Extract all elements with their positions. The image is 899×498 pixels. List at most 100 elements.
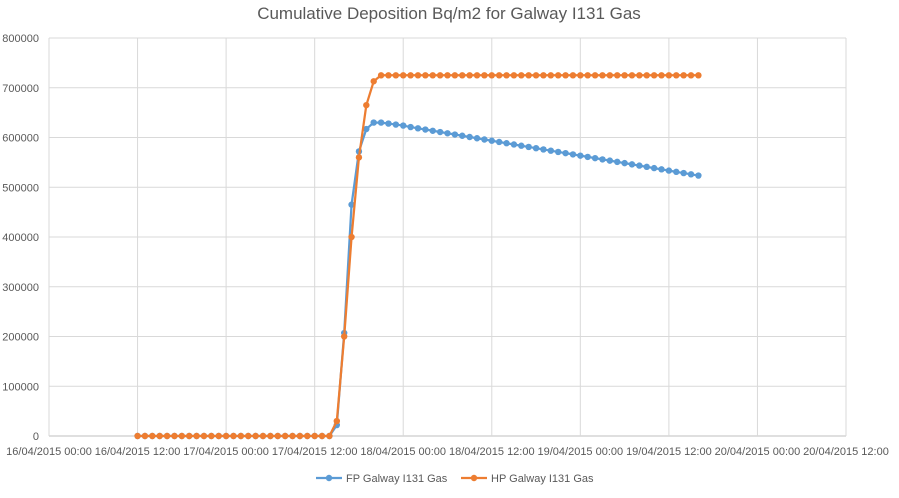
- data-point: [599, 72, 606, 79]
- y-axis-tick-labels: 0 100000 200000 300000 400000 500000 600000 700…: [2, 33, 39, 443]
- x-tick-label: 20/04/2015 00:00: [715, 446, 801, 458]
- legend-label: FP Galway I131 Gas: [346, 473, 448, 485]
- data-point: [281, 432, 289, 440]
- data-point: [495, 138, 503, 146]
- series-line: [137, 121, 699, 438]
- data-point: [333, 417, 341, 425]
- legend-label: HP Galway I131 Gas: [491, 473, 594, 485]
- data-point: [429, 127, 436, 134]
- data-point: [503, 72, 510, 79]
- data-point: [658, 166, 665, 173]
- data-point: [687, 72, 695, 79]
- data-point: [481, 72, 488, 79]
- data-point: [186, 432, 193, 440]
- legend-point-marker: [325, 474, 333, 482]
- data-point: [370, 119, 377, 126]
- series-group: [134, 72, 702, 440]
- data-point: [554, 72, 562, 79]
- data-point: [510, 72, 518, 79]
- data-point: [296, 432, 304, 440]
- data-point: [466, 133, 473, 141]
- x-tick-label: 19/04/2015 00:00: [538, 446, 624, 458]
- data-point: [451, 131, 459, 138]
- data-point: [525, 143, 532, 151]
- data-point: [687, 171, 695, 178]
- data-point: [222, 432, 230, 440]
- data-point: [665, 72, 673, 79]
- data-point: [385, 72, 392, 79]
- data-point: [495, 72, 503, 79]
- data-point: [459, 72, 466, 79]
- data-point: [658, 72, 665, 79]
- chart-title: Cumulative Deposition Bq/m2 for Galway I…: [257, 4, 641, 23]
- data-point: [237, 432, 245, 440]
- data-point: [304, 432, 311, 440]
- data-point: [584, 72, 591, 79]
- data-point: [422, 126, 429, 133]
- data-point: [407, 72, 414, 79]
- data-point: [636, 162, 643, 169]
- data-point: [614, 72, 621, 79]
- data-point: [473, 72, 481, 79]
- data-point: [695, 172, 702, 179]
- data-point: [540, 72, 547, 79]
- data-point: [459, 132, 466, 139]
- data-point: [569, 151, 577, 158]
- data-point: [673, 168, 680, 176]
- data-point: [363, 125, 370, 133]
- data-point: [606, 72, 614, 79]
- data-point: [673, 72, 680, 79]
- data-point: [621, 72, 628, 79]
- data-point: [518, 142, 525, 149]
- data-point: [407, 123, 414, 131]
- data-point: [318, 432, 326, 440]
- data-point: [134, 432, 141, 440]
- data-point: [392, 121, 400, 128]
- data-point: [540, 146, 547, 153]
- data-point: [377, 72, 385, 79]
- data-point: [591, 154, 599, 162]
- data-point: [163, 432, 171, 440]
- data-point: [510, 141, 518, 148]
- data-point: [444, 130, 451, 137]
- data-point: [259, 432, 267, 440]
- data-point: [451, 72, 459, 79]
- data-point: [650, 164, 658, 172]
- data-point: [532, 72, 540, 79]
- x-tick-label: 17/04/2015 00:00: [183, 446, 269, 458]
- legend-point-marker: [470, 474, 478, 482]
- data-point: [614, 158, 621, 166]
- data-point: [436, 72, 444, 79]
- data-point: [466, 72, 473, 79]
- data-point: [584, 153, 591, 161]
- y-tick-label: 500000: [2, 182, 39, 194]
- data-point: [569, 72, 577, 79]
- data-point: [348, 201, 355, 208]
- y-tick-label: 200000: [2, 332, 39, 344]
- data-point: [267, 432, 274, 440]
- data-point: [385, 120, 392, 127]
- data-point: [577, 152, 584, 159]
- data-point: [591, 72, 599, 79]
- data-point: [400, 122, 407, 129]
- data-point: [562, 72, 569, 79]
- data-point: [340, 333, 348, 340]
- data-point: [392, 72, 400, 79]
- data-point: [149, 432, 156, 440]
- data-point: [208, 432, 215, 440]
- data-point: [156, 432, 163, 440]
- data-point: [215, 432, 222, 440]
- data-point: [488, 72, 495, 79]
- data-point: [429, 72, 436, 79]
- data-point: [599, 156, 606, 163]
- data-point: [422, 72, 429, 79]
- data-point: [473, 135, 481, 142]
- data-point: [628, 72, 636, 79]
- legend-item: HP Galway I131 Gas: [461, 473, 594, 485]
- data-point: [230, 432, 237, 440]
- data-point: [518, 72, 525, 79]
- data-point: [252, 432, 259, 440]
- y-tick-label: 800000: [2, 33, 39, 45]
